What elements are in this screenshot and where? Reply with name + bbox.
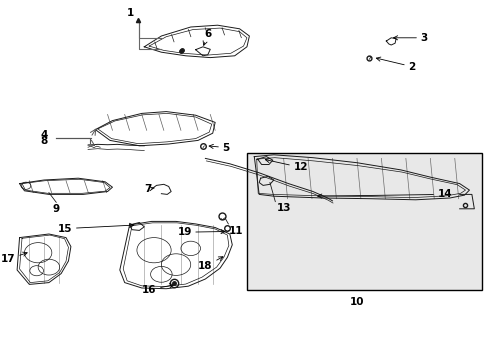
Text: 14: 14: [317, 189, 451, 199]
Text: 15: 15: [58, 223, 133, 234]
Text: 9: 9: [53, 204, 60, 214]
Text: 12: 12: [265, 158, 307, 172]
Text: 1: 1: [127, 8, 134, 18]
Text: 3: 3: [393, 33, 427, 43]
Text: 17: 17: [1, 252, 27, 264]
Text: 11: 11: [228, 226, 243, 236]
Bar: [246, 153, 481, 290]
Text: 7: 7: [144, 184, 154, 194]
Text: 2: 2: [376, 57, 415, 72]
Text: 6: 6: [203, 28, 211, 45]
Text: 13: 13: [276, 203, 291, 213]
Text: 10: 10: [349, 297, 364, 307]
Text: 4: 4: [40, 130, 47, 140]
Text: 19: 19: [177, 227, 224, 237]
Text: 5: 5: [209, 143, 229, 153]
Text: 16: 16: [142, 284, 173, 295]
Text: 8: 8: [40, 136, 47, 147]
Text: 18: 18: [198, 257, 223, 271]
